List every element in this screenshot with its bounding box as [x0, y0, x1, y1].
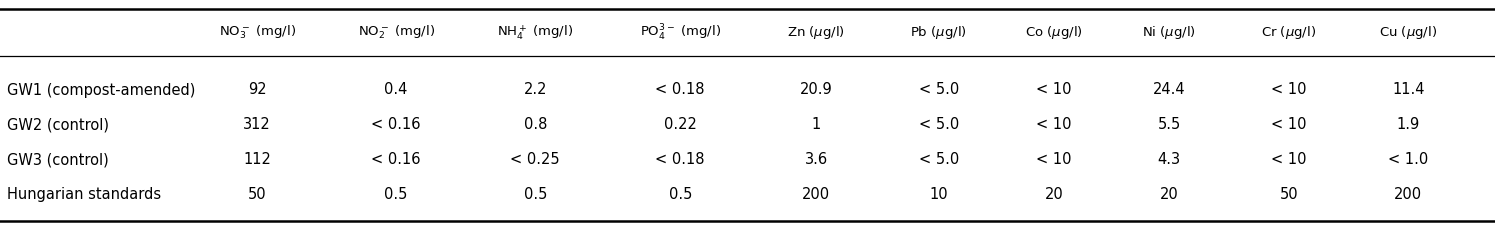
Text: 0.5: 0.5: [668, 187, 692, 202]
Text: < 10: < 10: [1036, 152, 1072, 167]
Text: Co ($\mu$g/l): Co ($\mu$g/l): [1026, 24, 1082, 41]
Text: Hungarian standards: Hungarian standards: [7, 187, 161, 202]
Text: 92: 92: [248, 83, 266, 97]
Text: 10: 10: [930, 187, 948, 202]
Text: NO$_2^-$ (mg/l): NO$_2^-$ (mg/l): [357, 24, 435, 41]
Text: < 0.25: < 0.25: [510, 152, 561, 167]
Text: < 10: < 10: [1036, 83, 1072, 97]
Text: 0.5: 0.5: [384, 187, 408, 202]
Text: 312: 312: [244, 117, 271, 132]
Text: 24.4: 24.4: [1153, 83, 1186, 97]
Text: GW1 (compost-amended): GW1 (compost-amended): [7, 83, 196, 97]
Text: < 5.0: < 5.0: [919, 152, 958, 167]
Text: 3.6: 3.6: [804, 152, 828, 167]
Text: GW3 (control): GW3 (control): [7, 152, 109, 167]
Text: 4.3: 4.3: [1157, 152, 1181, 167]
Text: 20: 20: [1160, 187, 1178, 202]
Text: 112: 112: [244, 152, 271, 167]
Text: 50: 50: [248, 187, 266, 202]
Text: 20.9: 20.9: [800, 83, 833, 97]
Text: < 0.16: < 0.16: [371, 117, 422, 132]
Text: PO$_4^{3-}$ (mg/l): PO$_4^{3-}$ (mg/l): [640, 22, 721, 43]
Text: < 10: < 10: [1036, 117, 1072, 132]
Text: < 5.0: < 5.0: [919, 83, 958, 97]
Text: 5.5: 5.5: [1157, 117, 1181, 132]
Text: Pb ($\mu$g/l): Pb ($\mu$g/l): [910, 24, 967, 41]
Text: 0.4: 0.4: [384, 83, 408, 97]
Text: NO$_3^-$ (mg/l): NO$_3^-$ (mg/l): [218, 24, 296, 41]
Text: < 1.0: < 1.0: [1389, 152, 1428, 167]
Text: < 10: < 10: [1271, 83, 1307, 97]
Text: 2.2: 2.2: [523, 83, 547, 97]
Text: Zn ($\mu$g/l): Zn ($\mu$g/l): [788, 24, 845, 41]
Text: 0.8: 0.8: [523, 117, 547, 132]
Text: < 0.18: < 0.18: [655, 152, 706, 167]
Text: < 10: < 10: [1271, 117, 1307, 132]
Text: Cu ($\mu$g/l): Cu ($\mu$g/l): [1380, 24, 1437, 41]
Text: 20: 20: [1045, 187, 1063, 202]
Text: 1: 1: [812, 117, 821, 132]
Text: 200: 200: [803, 187, 830, 202]
Text: 0.22: 0.22: [664, 117, 697, 132]
Text: 50: 50: [1280, 187, 1298, 202]
Text: 0.5: 0.5: [523, 187, 547, 202]
Text: < 10: < 10: [1271, 152, 1307, 167]
Text: Ni ($\mu$g/l): Ni ($\mu$g/l): [1142, 24, 1196, 41]
Text: 11.4: 11.4: [1392, 83, 1425, 97]
Text: 1.9: 1.9: [1396, 117, 1420, 132]
Text: < 0.16: < 0.16: [371, 152, 422, 167]
Text: < 0.18: < 0.18: [655, 83, 706, 97]
Text: 200: 200: [1395, 187, 1422, 202]
Text: Cr ($\mu$g/l): Cr ($\mu$g/l): [1262, 24, 1316, 41]
Text: NH$_4^+$ (mg/l): NH$_4^+$ (mg/l): [498, 23, 573, 42]
Text: GW2 (control): GW2 (control): [7, 117, 109, 132]
Text: < 5.0: < 5.0: [919, 117, 958, 132]
